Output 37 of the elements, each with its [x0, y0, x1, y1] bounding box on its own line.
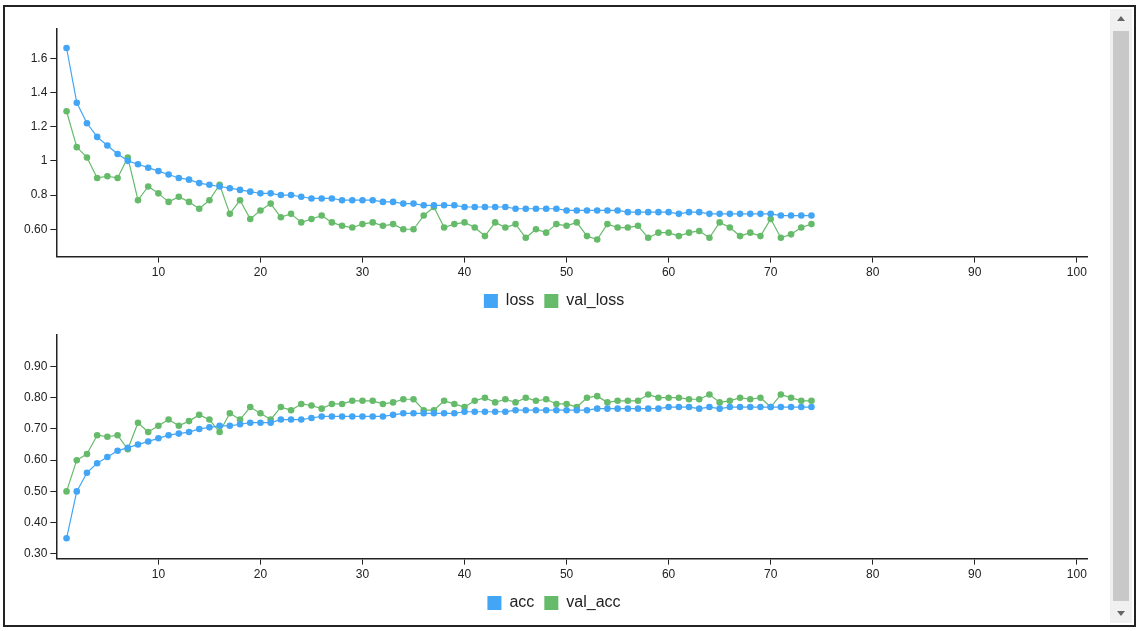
- x-tick-label: 10: [151, 265, 166, 280]
- y-tick-label: 1: [40, 153, 48, 168]
- x-tick-label: 20: [253, 567, 268, 582]
- legend-label: acc: [509, 593, 535, 611]
- y-tick-label: 0.8: [30, 187, 48, 202]
- y-tick-label: 1.4: [30, 84, 48, 99]
- x-tick-label: 80: [866, 567, 880, 582]
- x-tick-label: 40: [457, 265, 472, 280]
- y-tick-label: 0.60: [24, 452, 48, 467]
- y-tick-label: 0.30: [24, 546, 48, 561]
- x-tick-label: 60: [661, 265, 676, 280]
- legend-label: val_loss: [566, 291, 625, 310]
- x-tick-label: 100: [1066, 265, 1088, 280]
- x-tick-label: 60: [661, 567, 676, 582]
- y-tick-label: 0.50: [24, 483, 48, 498]
- x-tick-label: 40: [457, 567, 472, 582]
- x-tick-label: 30: [355, 567, 370, 582]
- x-tick-label: 50: [559, 265, 574, 280]
- x-tick-label: 90: [968, 567, 982, 582]
- y-tick-label: 0.70: [24, 421, 48, 436]
- x-tick-label: 100: [1066, 567, 1088, 582]
- x-tick-label: 30: [355, 265, 370, 280]
- legend-label: loss: [505, 291, 535, 309]
- y-tick-label: 0.60: [24, 221, 48, 236]
- x-tick-label: 50: [559, 567, 574, 582]
- y-tick-label: 0.40: [24, 514, 48, 529]
- y-tick-label: 0.80: [24, 390, 48, 404]
- x-tick-label: 80: [866, 265, 880, 280]
- x-tick-label: 70: [763, 265, 778, 280]
- x-tick-label: 70: [763, 567, 778, 582]
- y-tick-label: 1.2: [30, 118, 48, 133]
- x-tick-label: 90: [968, 265, 982, 280]
- legend-label: val_acc: [566, 593, 621, 612]
- x-tick-label: 10: [151, 567, 166, 582]
- x-tick-label: 20: [253, 265, 268, 280]
- y-tick-label: 1.6: [30, 50, 48, 65]
- y-tick-label: 0.90: [24, 358, 48, 373]
